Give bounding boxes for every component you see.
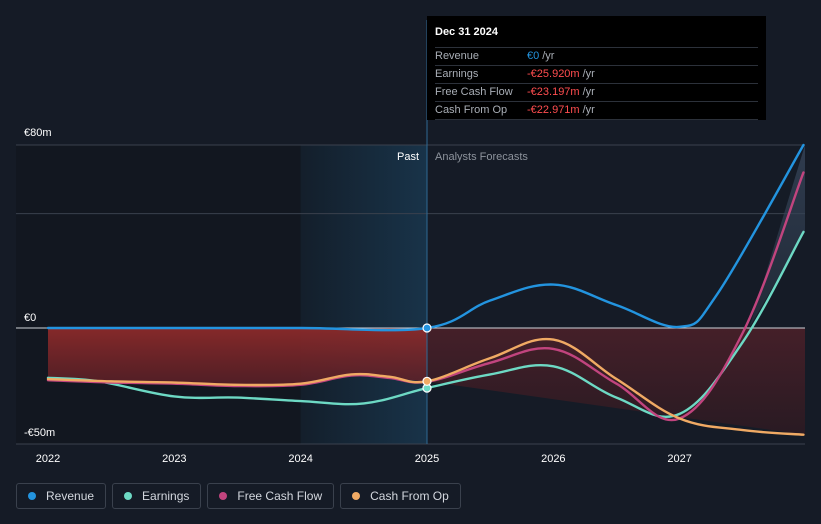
legend: Revenue Earnings Free Cash Flow Cash Fro… [16,483,461,509]
legend-dot-icon [219,492,228,500]
x-tick-label: 2024 [288,453,312,465]
legend-dot-icon [352,492,361,500]
legend-item-cash-from-op[interactable]: Cash From Op [340,483,461,509]
legend-item-free-cash-flow[interactable]: Free Cash Flow [207,483,335,509]
series-line-earnings [46,230,805,419]
forecast-label: Analysts Forecasts [435,151,528,163]
legend-label: Revenue [46,489,95,503]
y-tick-label: -€50m [24,427,55,439]
tooltip-date: Dec 31 2024 [435,24,758,48]
tooltip-unit: /yr [582,68,595,80]
negative-area-past [48,328,427,387]
legend-label: Earnings [142,489,190,503]
tooltip-row-cash-from-op: Cash From Op -€22.971m /yr [435,102,758,120]
y-tick-label: €0 [24,312,36,324]
tooltip-row-earnings: Earnings -€25.920m /yr [435,66,758,84]
tooltip-unit: /yr [542,50,555,62]
tooltip-row-free-cash-flow: Free Cash Flow -€23.197m /yr [435,84,758,102]
series-line-cash-from-op [46,337,805,436]
legend-label: Free Cash Flow [237,489,323,503]
negative-area-forecast [427,328,805,435]
tooltip-label: Revenue [435,50,480,62]
legend-item-revenue[interactable]: Revenue [16,483,107,509]
highlight-region [300,145,427,444]
tooltip-label: Cash From Op [435,104,508,116]
tooltip-value: -€22.971m [527,104,580,116]
marker-revenue [422,323,432,333]
tooltip: Dec 31 2024 Revenue €0 /yr Earnings -€25… [427,16,766,120]
tooltip-value: €0 [527,50,540,62]
x-tick-label: 2023 [162,453,186,465]
tooltip-label: Free Cash Flow [435,86,513,98]
tooltip-row-revenue: Revenue €0 /yr [435,48,758,66]
legend-dot-icon [124,492,133,500]
x-tick-label: 2025 [415,453,439,465]
legend-dot-icon [28,492,36,500]
tooltip-unit: /yr [582,86,595,98]
marker-cash-from-op [422,376,432,386]
past-label: Past [397,151,419,163]
legend-item-earnings[interactable]: Earnings [112,483,202,509]
tooltip-value: -€25.920m [527,68,580,80]
legend-label: Cash From Op [370,489,449,503]
y-tick-label: €80m [24,127,52,139]
series-line-revenue [46,143,805,332]
x-tick-label: 2022 [36,453,60,465]
tooltip-label: Earnings [435,68,479,80]
x-tick-label: 2027 [667,453,691,465]
tooltip-unit: /yr [582,104,595,116]
x-tick-label: 2026 [541,453,565,465]
tooltip-value: -€23.197m [527,86,580,98]
